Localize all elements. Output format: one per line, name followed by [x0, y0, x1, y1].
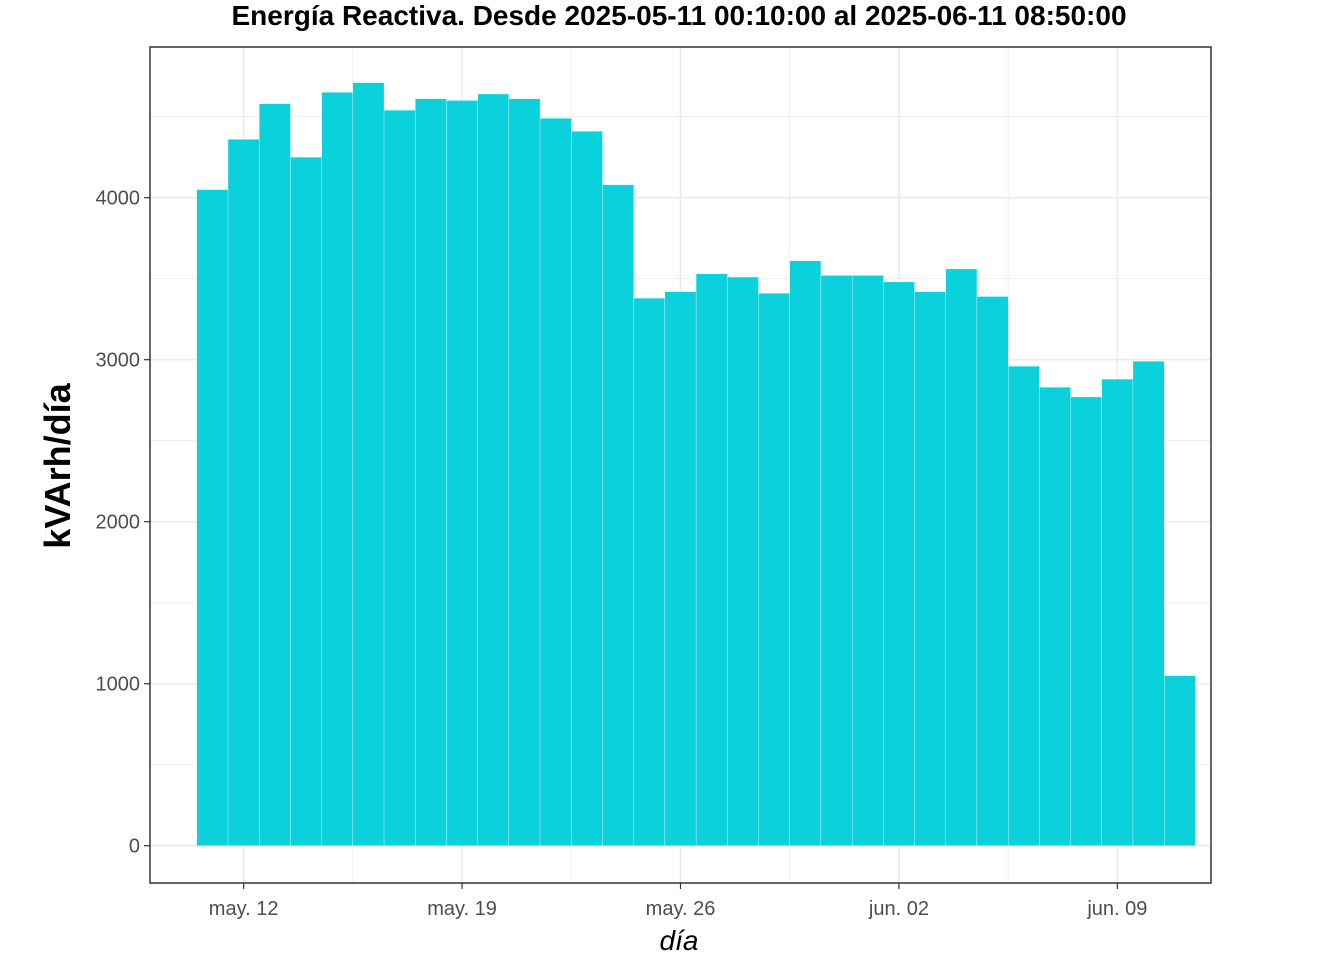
bar: [664, 291, 697, 846]
bar: [259, 103, 291, 846]
bar: [633, 297, 666, 846]
bar: [883, 281, 915, 846]
bar: [383, 110, 416, 846]
bar: [352, 82, 385, 846]
bar: [1164, 675, 1196, 846]
y-axis-title: kVArh/día: [37, 382, 78, 548]
bar: [196, 189, 229, 846]
bar: [290, 157, 322, 846]
y-tick-label: 2000: [96, 512, 141, 534]
bar: [1101, 378, 1134, 846]
y-axis: 0 1000 2000 3000 4000: [96, 188, 150, 858]
bar: [976, 296, 1009, 846]
x-tick-label: jun. 02: [868, 898, 929, 920]
bar: [727, 276, 759, 846]
y-tick-label: 1000: [96, 674, 141, 696]
bar: [477, 93, 510, 846]
bar: [508, 98, 541, 846]
bar: [789, 260, 822, 846]
bar: [415, 98, 447, 846]
bar: [1039, 387, 1071, 846]
bar: [695, 273, 728, 846]
bar: [227, 139, 260, 846]
bar: [851, 275, 884, 846]
bar: [820, 275, 853, 846]
bar: [571, 131, 603, 846]
x-tick-label: jun. 09: [1086, 898, 1147, 920]
x-tick-label: may. 26: [646, 898, 716, 920]
bars: [196, 82, 1196, 846]
bar: [1070, 396, 1102, 846]
bar: [539, 118, 572, 846]
x-axis: may. 12 may. 19 may. 26 jun. 02 jun. 09: [209, 883, 1147, 920]
x-tick-label: may. 19: [427, 898, 497, 920]
bar: [758, 293, 790, 846]
bar: [321, 92, 353, 846]
bar: [1132, 361, 1165, 846]
bar: [914, 291, 946, 846]
x-tick-label: may. 12: [209, 898, 279, 920]
bar: [1008, 366, 1040, 846]
x-axis-title: día: [660, 925, 699, 956]
bar: [945, 268, 978, 846]
bar: [602, 184, 634, 846]
y-tick-label: 3000: [96, 350, 141, 372]
bar: [446, 100, 478, 846]
y-tick-label: 4000: [96, 188, 141, 210]
chart-title: Energía Reactiva. Desde 2025-05-11 00:10…: [231, 0, 1126, 31]
y-tick-label: 0: [129, 836, 140, 858]
